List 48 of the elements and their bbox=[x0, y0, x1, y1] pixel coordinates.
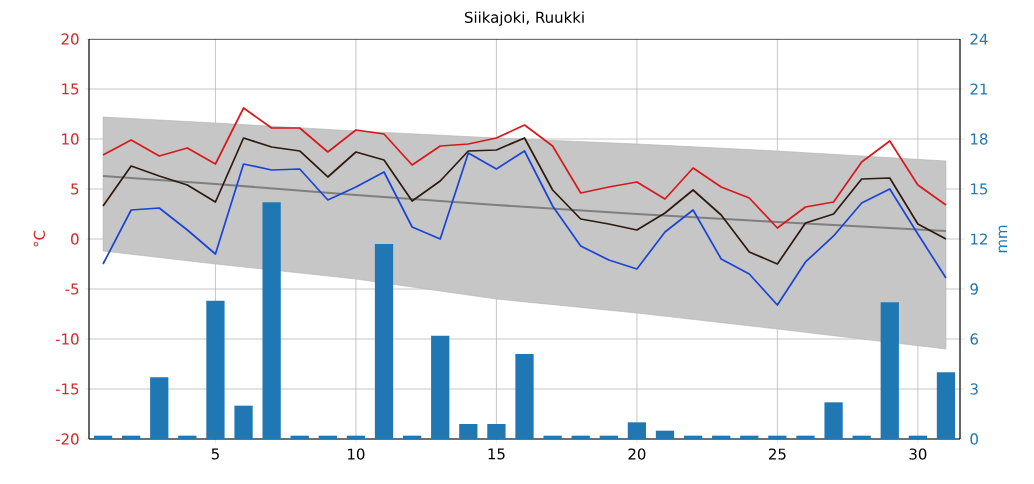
bar bbox=[796, 435, 815, 439]
y2-tick-label: 6 bbox=[970, 333, 978, 345]
x-tick-label: 15 bbox=[488, 448, 505, 460]
y-tick-label: 20 bbox=[61, 33, 79, 45]
bar bbox=[262, 202, 281, 439]
y-tick-label: -10 bbox=[55, 333, 79, 345]
bar bbox=[374, 244, 394, 439]
y-tick-label: 0 bbox=[71, 233, 79, 245]
y2-tick-label: 12 bbox=[971, 233, 987, 245]
y2-tick-label: 15 bbox=[971, 183, 988, 195]
chart-title: Siikajoki, Ruukki bbox=[464, 11, 584, 26]
x-tick-label: 5 bbox=[211, 448, 219, 460]
bar bbox=[515, 354, 534, 439]
bar bbox=[936, 372, 956, 439]
x-tick-label: 10 bbox=[348, 448, 365, 460]
y-tick-label: 5 bbox=[71, 183, 79, 195]
bar bbox=[234, 405, 253, 439]
y2-tick-label: 9 bbox=[970, 283, 978, 295]
bar bbox=[655, 430, 675, 439]
bar bbox=[487, 424, 506, 439]
bar bbox=[543, 435, 562, 439]
y-tick-label: 15 bbox=[62, 83, 79, 95]
bar bbox=[206, 300, 225, 439]
bar bbox=[431, 335, 450, 439]
bar bbox=[880, 302, 899, 439]
y-tick-label: -15 bbox=[55, 383, 79, 395]
bar bbox=[768, 435, 787, 439]
y-axis-title: °C bbox=[33, 230, 46, 247]
x-tick-label: 20 bbox=[628, 448, 646, 460]
y2-tick-label: 24 bbox=[970, 33, 988, 45]
line-series bbox=[102, 107, 947, 229]
y2-tick-label: 0 bbox=[970, 433, 978, 445]
y-tick-label: -5 bbox=[65, 283, 79, 295]
bar bbox=[459, 424, 478, 439]
line-series bbox=[101, 174, 948, 233]
bar bbox=[150, 377, 169, 439]
y2-tick-label: 3 bbox=[970, 383, 978, 395]
x-tick-label: 25 bbox=[768, 448, 786, 460]
y-tick-label: -20 bbox=[55, 433, 79, 445]
y2-tick-label: 18 bbox=[971, 133, 988, 145]
y2-axis-title: mm bbox=[998, 225, 1007, 253]
bar bbox=[627, 422, 647, 439]
x-tick-label: 30 bbox=[909, 448, 927, 460]
y-tick-label: 10 bbox=[62, 133, 79, 145]
line-series bbox=[102, 137, 947, 265]
line-series bbox=[102, 150, 947, 306]
y2-tick-label: 21 bbox=[970, 83, 988, 95]
bar bbox=[824, 402, 843, 439]
